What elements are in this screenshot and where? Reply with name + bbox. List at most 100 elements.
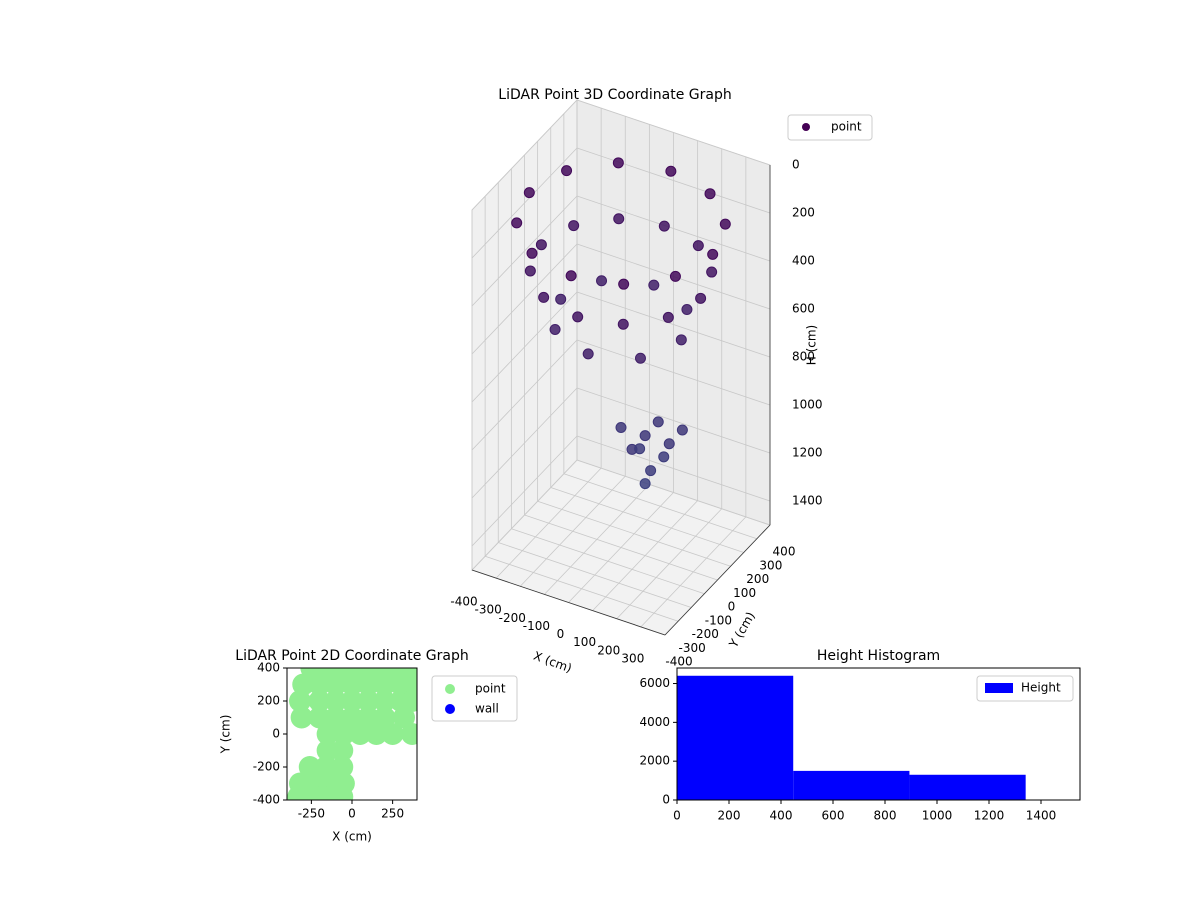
x-tick-label: 300: [621, 651, 644, 665]
x-axis-label: X (cm): [332, 830, 372, 844]
grid-line: [550, 487, 744, 553]
point: [526, 247, 538, 259]
point: [681, 304, 693, 316]
point: [568, 220, 580, 232]
y-tick-label: 200: [746, 572, 769, 586]
point: [373, 673, 396, 696]
point: [298, 756, 321, 778]
point: [663, 438, 675, 450]
point: [402, 673, 417, 696]
grid-line: [511, 528, 705, 595]
chart-title: LiDAR Point 2D Coordinate Graph: [235, 648, 468, 664]
x-tick-label: 100: [573, 635, 596, 649]
point: [549, 323, 561, 335]
bar: [909, 774, 1026, 800]
x-tick-label: -300: [475, 603, 502, 617]
point: [315, 756, 337, 778]
point: [639, 478, 651, 490]
grid-line: [471, 147, 578, 259]
y-tick-label: -400: [665, 655, 692, 669]
y-tick-label: 6000: [639, 676, 670, 690]
legend-marker: [802, 123, 810, 131]
grid-line: [498, 542, 692, 608]
grid-line: [471, 387, 578, 499]
x-tick-label: 1000: [922, 809, 953, 823]
x-tick-label: 200: [718, 809, 741, 823]
grid-line: [576, 99, 771, 166]
y-tick-label: -300: [679, 641, 706, 655]
point: [634, 352, 646, 364]
point: [617, 318, 629, 330]
grid-line: [471, 435, 578, 547]
y-tick-label: 200: [257, 694, 280, 708]
point: [324, 706, 347, 729]
point: [707, 248, 719, 260]
grid-line: [471, 99, 578, 211]
point: [695, 292, 707, 304]
grid-line: [576, 195, 771, 262]
x-tick-label: 1400: [1026, 809, 1057, 823]
axis-line: [664, 524, 771, 636]
x-tick-label: -200: [499, 611, 526, 625]
legend-label: point: [831, 120, 862, 134]
y-tick-label: 4000: [639, 715, 670, 729]
point: [538, 291, 550, 303]
z-tick-label: 1400: [792, 494, 823, 508]
z-tick-label: 800: [792, 350, 815, 364]
y-axis-label: Y (cm): [219, 715, 233, 755]
point: [572, 311, 584, 323]
x-tick-label: -250: [298, 807, 325, 821]
point: [401, 723, 417, 745]
point: [292, 673, 315, 696]
point: [652, 416, 664, 428]
x-tick-label: 800: [874, 809, 897, 823]
x-tick-label: -100: [523, 619, 550, 633]
y-tick-label: 2000: [639, 754, 670, 768]
y-tick-label: -100: [705, 613, 732, 627]
z-tick-label: 600: [792, 302, 815, 316]
z-tick-label: 0: [792, 158, 800, 172]
grid-line: [576, 387, 771, 454]
x-axis-label: X (cm): [532, 649, 574, 676]
grid-line: [471, 243, 578, 355]
point: [401, 690, 417, 712]
point: [618, 278, 630, 290]
grid-line: [576, 147, 771, 214]
axes-frame: [676, 667, 1081, 801]
point: [704, 188, 716, 200]
grid-line: [471, 339, 578, 451]
point: [639, 430, 651, 442]
point: [289, 690, 311, 712]
point: [331, 739, 354, 762]
chart-title: LiDAR Point 3D Coordinate Graph: [498, 87, 731, 103]
grid-line: [524, 514, 718, 581]
point: [658, 220, 670, 232]
x-tick-label: 0: [348, 807, 356, 821]
legend-marker: [445, 684, 455, 694]
y-tick-label: 300: [759, 558, 782, 572]
point: [565, 270, 577, 282]
point: [308, 690, 331, 712]
point: [675, 334, 687, 346]
grid-line: [471, 195, 578, 307]
y-tick-label: 400: [773, 545, 796, 559]
z-tick-label: 200: [792, 206, 815, 220]
point: [658, 451, 670, 463]
point: [308, 706, 331, 729]
point: [331, 756, 354, 778]
point: [357, 673, 380, 696]
grid-line: [537, 500, 731, 567]
legend-box: [976, 675, 1074, 702]
grid-line: [563, 473, 758, 540]
grid-line: [576, 435, 771, 502]
point: [341, 706, 363, 729]
point: [596, 275, 608, 287]
point: [555, 293, 567, 305]
point: [357, 706, 380, 729]
point: [706, 266, 718, 278]
point: [648, 279, 660, 291]
chart-title: Height Histogram: [817, 648, 940, 664]
y-tick-label: 100: [733, 586, 756, 600]
z-tick-label: 1200: [792, 446, 823, 460]
